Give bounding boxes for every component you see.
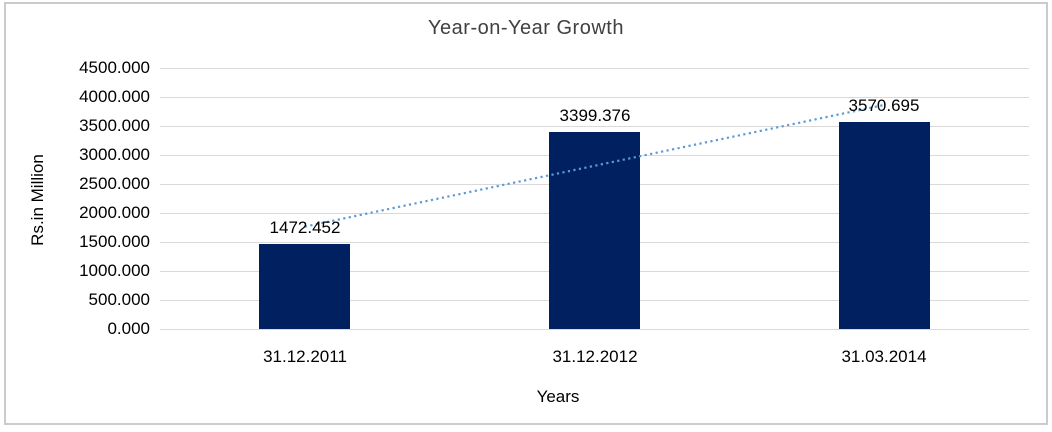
y-gridline	[160, 68, 1029, 69]
y-axis-tick-label: 1000.000	[79, 261, 150, 280]
x-axis-title: Years	[536, 387, 580, 406]
y-axis-tick-label: 2500.000	[79, 174, 150, 193]
y-axis-tick-label: 3000.000	[79, 145, 150, 164]
y-gridline	[160, 97, 1029, 98]
bar-value-label: 1472.452	[269, 218, 341, 237]
y-axis-tick-label: 4500.000	[79, 58, 150, 77]
chart-title: Year-on-Year Growth	[428, 17, 624, 39]
bar-31.03.2014	[839, 122, 930, 329]
bar-value-label: 3399.376	[559, 106, 631, 125]
bar-31.12.2011	[259, 244, 350, 329]
y-axis-tick-label: 4000.000	[79, 87, 150, 106]
x-axis-category-label: 31.12.2011	[263, 347, 347, 366]
x-axis-category-label: 31.03.2014	[841, 347, 927, 366]
x-axis-category-label: 31.12.2012	[552, 347, 638, 366]
y-axis-tick-label: 3500.000	[79, 116, 150, 135]
bar-value-label: 3570.695	[848, 96, 920, 115]
y-axis-tick-label: 500.000	[88, 290, 150, 309]
bar-31.12.2012	[549, 132, 640, 329]
y-axis-tick-label: 2000.000	[79, 203, 150, 222]
y-gridline	[160, 329, 1029, 330]
y-axis-tick-label: 1500.000	[79, 232, 150, 251]
y-axis-tick-label: 0.000	[107, 319, 150, 338]
